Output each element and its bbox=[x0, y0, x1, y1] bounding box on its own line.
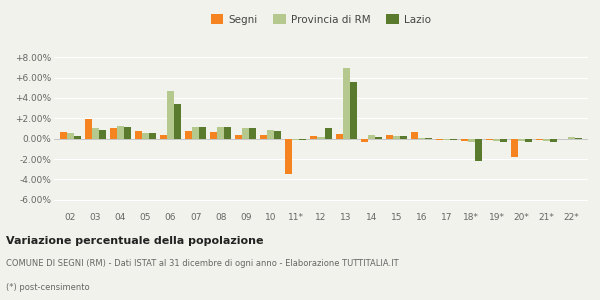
Bar bbox=[124, 127, 131, 139]
Text: COMUNE DI SEGNI (RM) - Dati ISTAT al 31 dicembre di ogni anno - Elaborazione TUT: COMUNE DI SEGNI (RM) - Dati ISTAT al 31 … bbox=[6, 260, 398, 268]
Bar bbox=[110, 128, 117, 139]
Bar bbox=[400, 136, 407, 139]
Bar bbox=[142, 133, 149, 139]
Bar bbox=[543, 139, 550, 141]
Bar bbox=[418, 138, 425, 139]
Bar bbox=[217, 127, 224, 139]
Bar bbox=[249, 128, 256, 139]
Bar bbox=[374, 137, 382, 139]
Bar bbox=[361, 139, 368, 142]
Bar bbox=[368, 135, 374, 139]
Bar bbox=[99, 130, 106, 139]
Bar bbox=[468, 139, 475, 142]
Bar bbox=[536, 139, 543, 140]
Text: (*) post-censimento: (*) post-censimento bbox=[6, 284, 89, 292]
Bar bbox=[224, 127, 231, 139]
Bar bbox=[92, 128, 99, 139]
Bar bbox=[67, 133, 74, 139]
Bar bbox=[450, 139, 457, 140]
Bar bbox=[135, 130, 142, 139]
Bar bbox=[117, 126, 124, 139]
Bar bbox=[274, 130, 281, 139]
Bar bbox=[550, 139, 557, 142]
Bar bbox=[411, 132, 418, 139]
Bar bbox=[74, 136, 81, 139]
Bar bbox=[393, 136, 400, 139]
Bar bbox=[475, 139, 482, 161]
Legend: Segni, Provincia di RM, Lazio: Segni, Provincia di RM, Lazio bbox=[207, 10, 435, 29]
Bar bbox=[167, 91, 174, 139]
Bar bbox=[425, 138, 432, 139]
Bar bbox=[335, 134, 343, 139]
Bar bbox=[436, 139, 443, 140]
Bar bbox=[242, 128, 249, 139]
Bar bbox=[317, 137, 325, 139]
Bar bbox=[210, 132, 217, 139]
Bar bbox=[174, 103, 181, 139]
Bar bbox=[185, 130, 192, 139]
Bar bbox=[343, 68, 350, 139]
Bar bbox=[461, 139, 468, 141]
Bar bbox=[260, 135, 268, 139]
Bar bbox=[386, 135, 393, 139]
Bar bbox=[443, 139, 450, 140]
Bar bbox=[568, 137, 575, 139]
Bar bbox=[292, 139, 299, 140]
Bar bbox=[350, 82, 356, 139]
Bar bbox=[199, 127, 206, 139]
Bar bbox=[60, 132, 67, 139]
Bar bbox=[525, 139, 532, 142]
Bar bbox=[575, 138, 582, 139]
Bar bbox=[192, 127, 199, 139]
Bar bbox=[493, 139, 500, 141]
Bar bbox=[325, 128, 332, 139]
Bar bbox=[500, 139, 507, 142]
Bar bbox=[85, 119, 92, 139]
Bar bbox=[286, 139, 292, 174]
Bar bbox=[518, 139, 525, 141]
Bar bbox=[310, 136, 317, 139]
Bar bbox=[268, 130, 274, 139]
Bar bbox=[149, 133, 156, 139]
Bar bbox=[160, 135, 167, 139]
Text: Variazione percentuale della popolazione: Variazione percentuale della popolazione bbox=[6, 236, 263, 245]
Bar bbox=[299, 139, 307, 140]
Bar bbox=[511, 139, 518, 157]
Bar bbox=[486, 139, 493, 140]
Bar bbox=[235, 135, 242, 139]
